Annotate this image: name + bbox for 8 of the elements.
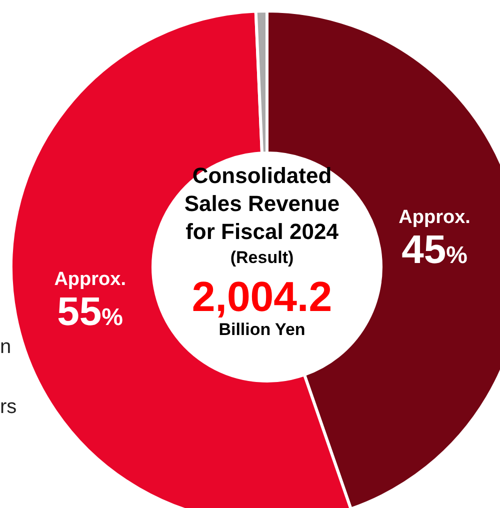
text: 2,004.2 (190, 273, 334, 320)
text: Consolidated Sales Revenue for Fiscal 2024 (183, 162, 341, 246)
text: n (0, 336, 12, 359)
data-label: Approx. 55% (54, 268, 126, 334)
data-label: Approx. 45% (398, 206, 470, 272)
text: (Result) (229, 247, 295, 269)
text: rs (0, 396, 17, 419)
text: Billion Yen (218, 320, 306, 340)
